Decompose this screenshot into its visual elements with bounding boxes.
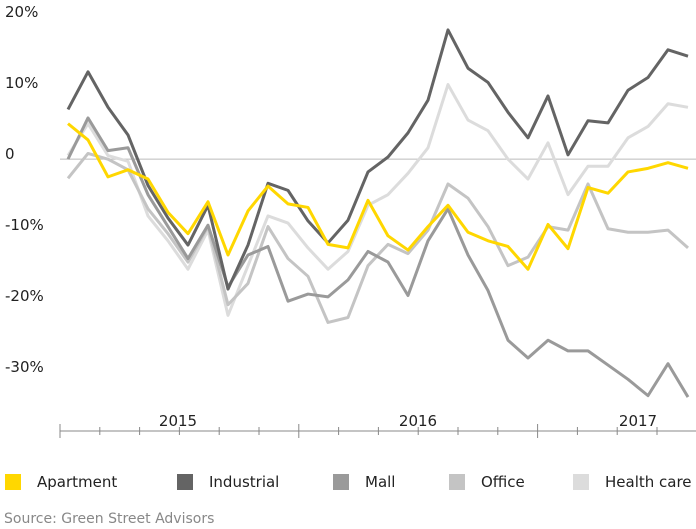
series-line bbox=[66, 151, 689, 324]
legend-swatch bbox=[573, 474, 589, 490]
y-tick-label: -20% bbox=[5, 287, 44, 305]
series-line bbox=[66, 83, 689, 317]
y-tick-label: -10% bbox=[5, 216, 44, 234]
series-line bbox=[66, 116, 690, 398]
legend-label: Industrial bbox=[209, 473, 279, 491]
legend-swatch bbox=[449, 474, 465, 490]
legend-label: Office bbox=[481, 473, 525, 491]
y-tick-label: 10% bbox=[5, 74, 38, 92]
legend-label: Apartment bbox=[37, 473, 117, 491]
series-line bbox=[67, 122, 689, 271]
series-line bbox=[66, 28, 689, 291]
y-tick-label: 0 bbox=[5, 145, 15, 163]
source: Source: Green Street Advisors bbox=[4, 511, 214, 527]
x-tick-label: 2016 bbox=[399, 412, 437, 430]
y-tick-label: 20% bbox=[5, 3, 38, 21]
legend-label: Mall bbox=[365, 473, 395, 491]
legend-swatch bbox=[5, 474, 21, 490]
legend-swatch bbox=[333, 474, 349, 490]
x-tick-label: 2015 bbox=[159, 412, 197, 430]
y-tick-label: -30% bbox=[5, 358, 44, 376]
legend-swatch bbox=[177, 474, 193, 490]
legend-label: Health care bbox=[605, 473, 692, 491]
x-tick-label: 2017 bbox=[619, 412, 657, 430]
